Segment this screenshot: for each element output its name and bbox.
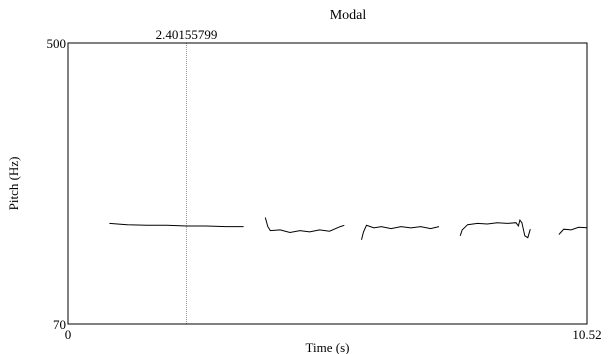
- y-axis-label: Pitch (Hz): [6, 157, 21, 211]
- plot-frame: [67, 42, 588, 325]
- y-tick-label-max: 500: [47, 36, 67, 51]
- y-tick-label-min: 70: [53, 317, 66, 332]
- pitch-contour-3: [361, 224, 440, 240]
- cursor-time-label: 2.40155799: [156, 27, 218, 42]
- x-tick-label-max: 10.52: [572, 327, 601, 342]
- x-tick-label-min: 0: [65, 327, 72, 342]
- pitch-contour-1: [109, 222, 244, 228]
- pitch-contour-4: [459, 218, 531, 239]
- pitch-contour-2: [264, 217, 345, 234]
- pitch-series: [109, 217, 587, 240]
- chart-title: Modal: [330, 8, 367, 23]
- pitch-contour-5: [558, 226, 587, 235]
- time-cursor: 2.40155799: [156, 27, 218, 324]
- x-axis-label: Time (s): [306, 340, 350, 354]
